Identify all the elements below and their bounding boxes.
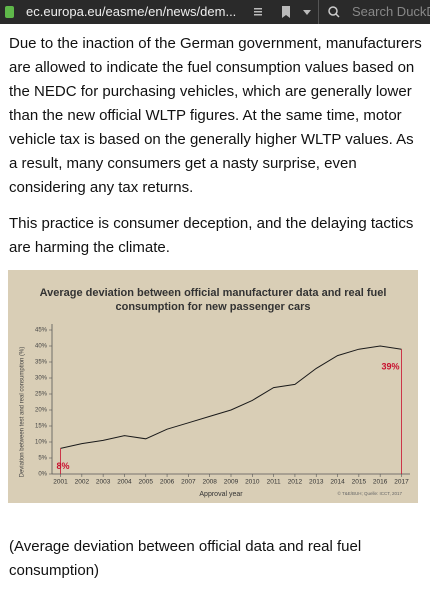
x-tick-label: 2013 bbox=[309, 479, 324, 486]
x-tick-label: 2008 bbox=[202, 479, 217, 486]
chart-title: Average deviation between official manuf… bbox=[39, 287, 387, 313]
x-tick-label: 2014 bbox=[330, 479, 345, 486]
x-tick-label: 2009 bbox=[224, 479, 239, 486]
x-tick-label: 2001 bbox=[53, 479, 68, 486]
y-tick-label: 40% bbox=[35, 344, 48, 350]
y-axis-label: Deviation between test and real consumpt… bbox=[20, 347, 26, 478]
y-tick-label: 15% bbox=[35, 424, 48, 430]
chart-image: Average deviation between official manuf… bbox=[8, 270, 418, 503]
x-tick-label: 2011 bbox=[267, 479, 281, 486]
x-tick-label: 2007 bbox=[181, 479, 196, 486]
value-label: 8% bbox=[57, 461, 70, 471]
y-tick-label: 20% bbox=[35, 408, 48, 414]
paragraph: This practice is consumer deception, and… bbox=[9, 215, 414, 256]
source: © T&E/BUH; Quelle: ICCT, 2017 bbox=[337, 490, 402, 496]
x-tick-label: 2017 bbox=[394, 479, 409, 486]
url[interactable]: ec.europa.eu/easme/en/news/dem... bbox=[26, 4, 237, 19]
x-tick-label: 2012 bbox=[288, 479, 303, 486]
y-tick-label: 35% bbox=[35, 360, 48, 366]
browser-bar: ec.europa.eu/easme/en/news/dem... Search… bbox=[0, 0, 430, 24]
search-box[interactable]: Search DuckD bbox=[352, 4, 430, 19]
y-tick-label: 30% bbox=[35, 376, 48, 382]
x-axis-label: Approval year bbox=[199, 491, 243, 498]
x-tick-label: 2015 bbox=[352, 479, 367, 486]
x-tick-label: 2002 bbox=[75, 479, 90, 486]
value-label: 39% bbox=[381, 362, 399, 372]
x-tick-label: 2003 bbox=[96, 479, 111, 486]
paragraph: Due to the inaction of the German govern… bbox=[9, 35, 422, 196]
x-tick-label: 2005 bbox=[139, 479, 154, 486]
data-line bbox=[60, 345, 402, 449]
x-tick-label: 2004 bbox=[117, 479, 132, 486]
y-tick-label: 45% bbox=[35, 328, 48, 334]
caption: (Average deviation between official data… bbox=[9, 538, 362, 579]
y-tick-label: 10% bbox=[35, 440, 48, 446]
x-tick-label: 2010 bbox=[245, 479, 260, 486]
browser-icons bbox=[5, 0, 340, 24]
y-tick-label: 0% bbox=[38, 472, 47, 478]
x-tick-label: 2016 bbox=[373, 479, 388, 486]
y-tick-label: 5% bbox=[38, 456, 47, 462]
x-tick-label: 2006 bbox=[160, 479, 175, 486]
y-tick-label: 25% bbox=[35, 392, 48, 398]
chart: 0% 5% 10% 15% 20% 25% 30% 35% 40% 45% 2001 2002 2003… bbox=[20, 324, 410, 498]
